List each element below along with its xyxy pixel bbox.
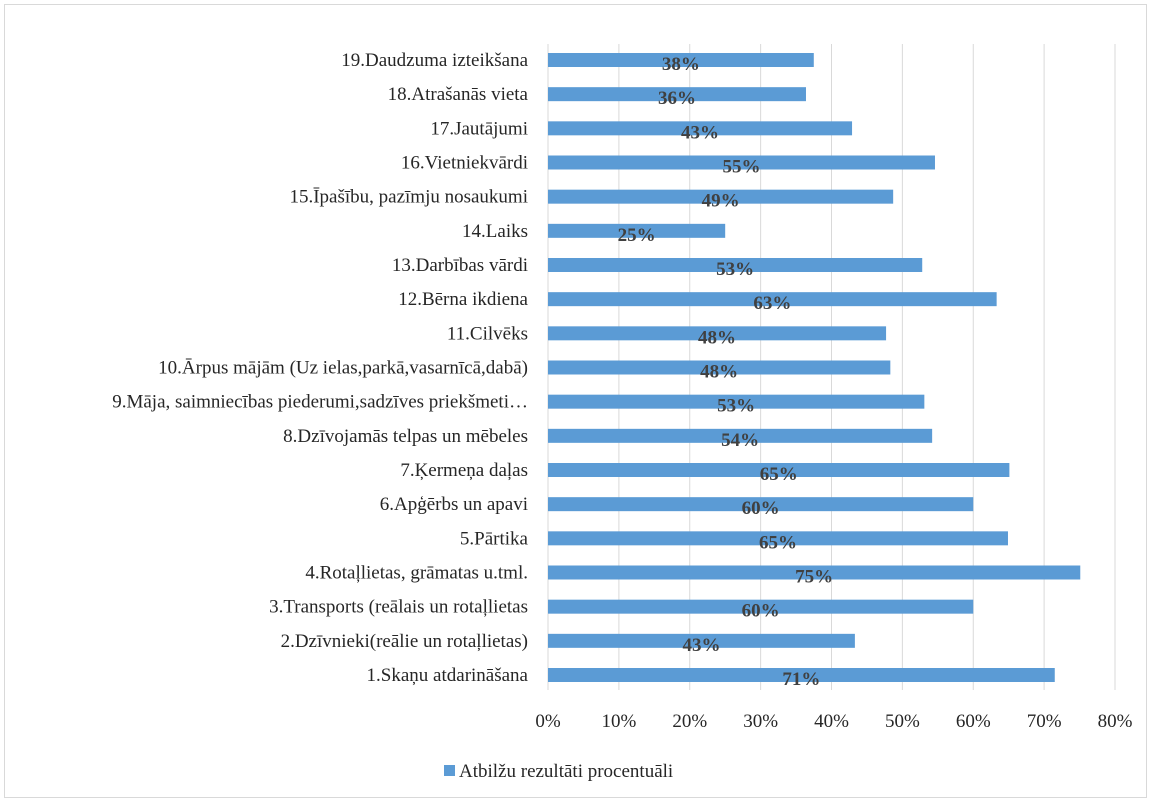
data-label: 75% bbox=[795, 567, 833, 588]
legend-label: Atbilžu rezultāti procentuāli bbox=[459, 761, 673, 782]
data-label: 60% bbox=[742, 601, 780, 622]
data-label: 48% bbox=[700, 362, 738, 383]
x-tick-label: 0% bbox=[535, 711, 561, 732]
category-label: 14.Laiks bbox=[462, 221, 528, 242]
category-label: 13.Darbības vārdi bbox=[392, 255, 528, 276]
bar bbox=[548, 121, 853, 136]
x-tick-label: 70% bbox=[1027, 711, 1062, 732]
data-label: 65% bbox=[760, 464, 798, 485]
x-tick-labels: 0% 10% 20% 30% 40% 50% 60% 70% 80% bbox=[535, 711, 1132, 732]
category-label: 7.Ķermeņa daļas bbox=[400, 460, 528, 481]
x-tick-label: 80% bbox=[1098, 711, 1133, 732]
data-label: 71% bbox=[782, 669, 820, 690]
category-label: 17.Jautājumi bbox=[430, 118, 528, 139]
data-labels: 71%43%60%75%65%60%65%54%53%48%48%63%53%2… bbox=[618, 54, 834, 690]
bar bbox=[548, 428, 933, 443]
category-label: 16.Vietniekvārdi bbox=[401, 153, 528, 174]
category-label: 10.Ārpus mājām (Uz ielas,parkā,vasarnīcā… bbox=[158, 358, 528, 379]
category-label: 6.Apģērbs un apavi bbox=[380, 494, 528, 515]
data-label: 65% bbox=[759, 532, 797, 553]
category-label: 9.Māja, saimniecības piederumi,sadzīves … bbox=[112, 392, 528, 413]
category-label: 8.Dzīvojamās telpas un mēbeles bbox=[283, 426, 528, 447]
x-tick-label: 10% bbox=[601, 711, 636, 732]
x-tick-label: 50% bbox=[885, 711, 920, 732]
x-tick-label: 30% bbox=[743, 711, 778, 732]
x-tick-label: 60% bbox=[956, 711, 991, 732]
gridlines bbox=[547, 44, 1116, 690]
bar bbox=[548, 326, 887, 341]
data-label: 53% bbox=[717, 396, 755, 417]
bar bbox=[548, 155, 935, 170]
data-label: 25% bbox=[618, 225, 656, 246]
x-tick-label: 40% bbox=[814, 711, 849, 732]
category-label: 1.Skaņu atdarināšana bbox=[367, 665, 529, 686]
category-label: 11.Cilvēks bbox=[447, 323, 528, 344]
bar bbox=[548, 53, 814, 67]
bar bbox=[548, 87, 806, 102]
bars bbox=[548, 53, 1081, 682]
data-label: 43% bbox=[682, 635, 720, 656]
data-label: 54% bbox=[721, 430, 759, 451]
bar bbox=[548, 599, 974, 614]
bar bbox=[548, 292, 997, 307]
data-label: 63% bbox=[753, 293, 791, 314]
category-label: 4.Rotaļlietas, grāmatas u.tml. bbox=[305, 563, 528, 584]
category-label: 3.Transports (reālais un rotaļlietas bbox=[269, 597, 528, 618]
category-label: 18.Atrašanās vieta bbox=[388, 84, 529, 105]
data-label: 43% bbox=[681, 122, 719, 143]
category-label: 19.Daudzuma izteikšana bbox=[341, 50, 528, 71]
bar bbox=[548, 258, 923, 272]
bar bbox=[548, 394, 925, 409]
bar bbox=[548, 531, 1008, 546]
legend: Atbilžu rezultāti procentuāli bbox=[444, 761, 673, 782]
data-label: 48% bbox=[698, 327, 736, 348]
category-label: 15.Īpašību, pazīmju nosaukumi bbox=[289, 187, 528, 208]
category-labels: 1.Skaņu atdarināšana 2.Dzīvnieki(reālie u… bbox=[112, 50, 528, 686]
bar bbox=[548, 565, 1081, 580]
x-tick-label: 20% bbox=[672, 711, 707, 732]
bar bbox=[548, 463, 1010, 477]
category-label: 12.Bērna ikdiena bbox=[398, 289, 528, 310]
data-label: 55% bbox=[722, 157, 760, 178]
category-label: 5.Pārtika bbox=[460, 528, 529, 549]
data-label: 53% bbox=[716, 259, 754, 280]
bar bbox=[548, 223, 726, 238]
data-label: 38% bbox=[662, 54, 700, 75]
bar bbox=[548, 360, 891, 375]
data-label: 60% bbox=[742, 498, 780, 519]
bar bbox=[548, 497, 974, 512]
legend-swatch bbox=[444, 765, 455, 776]
data-label: 49% bbox=[702, 191, 740, 212]
category-label: 2.Dzīvnieki(reālie un rotaļlietas) bbox=[281, 631, 528, 652]
bar bbox=[548, 668, 1055, 682]
bar bbox=[548, 633, 855, 648]
bar bbox=[548, 189, 894, 204]
data-label: 36% bbox=[658, 88, 696, 109]
